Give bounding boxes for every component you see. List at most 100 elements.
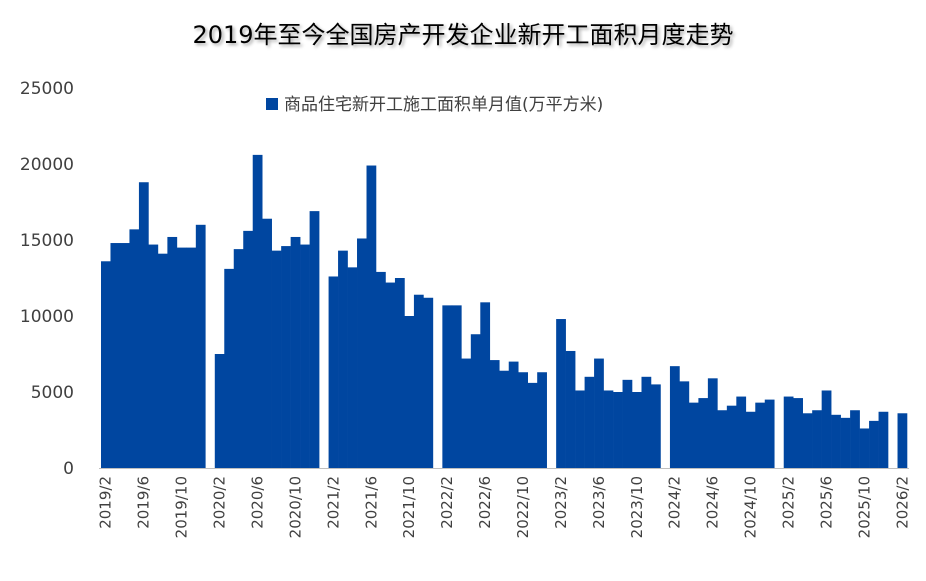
bar xyxy=(622,379,633,468)
x-tick-label: 2024/10 xyxy=(742,476,760,538)
bar xyxy=(831,414,841,468)
bar xyxy=(537,372,547,468)
y-tick-label: 25000 xyxy=(20,79,74,99)
bar xyxy=(375,271,386,468)
bar xyxy=(489,360,500,468)
x-tick-label: 2019/2 xyxy=(97,476,115,529)
bar xyxy=(641,376,652,468)
y-tick-label: 10000 xyxy=(20,307,74,327)
bar xyxy=(717,410,728,468)
bar xyxy=(565,350,576,468)
bar xyxy=(347,267,358,468)
x-tick-label: 2023/10 xyxy=(628,476,646,538)
bar xyxy=(480,302,491,468)
y-tick-label: 0 xyxy=(63,459,74,479)
x-tick-label: 2025/6 xyxy=(817,476,835,529)
legend-swatch xyxy=(266,98,278,110)
x-tick-label: 2021/6 xyxy=(362,476,380,529)
bar xyxy=(859,428,870,468)
x-tick-label: 2025/10 xyxy=(855,476,873,538)
y-tick-label: 20000 xyxy=(20,155,74,175)
bar xyxy=(650,384,661,468)
x-tick-label: 2019/6 xyxy=(135,476,153,529)
bar xyxy=(897,413,908,468)
x-tick-label: 2024/2 xyxy=(666,476,684,529)
bar xyxy=(451,305,462,468)
bar xyxy=(243,230,254,468)
bar xyxy=(869,420,879,468)
bar xyxy=(508,361,519,468)
bar xyxy=(688,402,699,468)
bar xyxy=(101,261,111,468)
x-tick-label: 2021/2 xyxy=(324,476,342,529)
bar xyxy=(233,249,244,468)
x-tick-label: 2026/2 xyxy=(893,476,911,529)
bar xyxy=(138,182,149,469)
x-tick-label: 2019/10 xyxy=(173,476,191,538)
bar xyxy=(745,411,756,468)
bar xyxy=(309,211,320,468)
bar xyxy=(148,244,159,468)
bar xyxy=(271,250,282,468)
x-tick-label: 2024/6 xyxy=(704,476,722,529)
x-tick-label: 2020/2 xyxy=(211,476,229,529)
bar xyxy=(119,243,130,468)
bar xyxy=(679,381,690,468)
bar xyxy=(186,247,197,468)
bar xyxy=(594,358,604,468)
bar xyxy=(394,278,405,468)
bar xyxy=(366,165,377,468)
bar xyxy=(575,390,585,468)
bar xyxy=(499,370,510,468)
x-tick-label: 2023/6 xyxy=(590,476,608,529)
y-tick-label: 5000 xyxy=(31,383,74,403)
bar xyxy=(290,236,301,468)
bar xyxy=(357,238,367,468)
bar xyxy=(461,358,472,468)
bar xyxy=(783,396,794,468)
bar-series xyxy=(101,154,908,469)
bar xyxy=(518,372,528,468)
x-tick-label: 2020/6 xyxy=(248,476,266,529)
x-tick-label: 2023/2 xyxy=(552,476,570,529)
bar xyxy=(195,224,206,468)
bar xyxy=(224,268,235,468)
bar xyxy=(632,392,642,468)
bar xyxy=(404,316,415,468)
bar xyxy=(300,244,310,468)
bar xyxy=(812,410,822,468)
bar xyxy=(613,392,623,468)
bar xyxy=(157,253,168,468)
legend-label: 商品住宅新开工施工面积单月值(万平方米) xyxy=(284,95,603,115)
bar xyxy=(214,354,225,468)
bar xyxy=(802,413,813,468)
bar xyxy=(338,250,348,468)
bar xyxy=(252,154,263,468)
bar xyxy=(603,390,614,468)
bar xyxy=(878,411,889,468)
chart-title: 2019年至今全国房产开发企业新开工面积月度走势 xyxy=(192,21,733,49)
x-tick-label: 2025/2 xyxy=(779,476,797,529)
bar xyxy=(755,402,766,468)
bar xyxy=(698,398,709,468)
x-tick-label: 2022/6 xyxy=(476,476,494,529)
bar xyxy=(176,247,187,468)
x-tick-label: 2020/10 xyxy=(286,476,304,538)
bar xyxy=(328,276,339,468)
bar xyxy=(821,390,832,468)
bar xyxy=(669,366,680,468)
bar xyxy=(850,410,860,468)
bar xyxy=(764,399,775,468)
bar xyxy=(707,378,718,468)
bar xyxy=(726,405,737,468)
bar xyxy=(129,229,140,468)
x-axis-ticks: 2019/2 2019/6 2019/10 2020/2 2020/6 2020/10 20… xyxy=(97,476,912,538)
bar xyxy=(442,305,453,468)
bar xyxy=(110,243,121,468)
bar xyxy=(584,376,595,468)
bar xyxy=(470,334,481,468)
bar xyxy=(423,297,434,468)
bar xyxy=(167,236,178,468)
bar xyxy=(556,319,566,468)
